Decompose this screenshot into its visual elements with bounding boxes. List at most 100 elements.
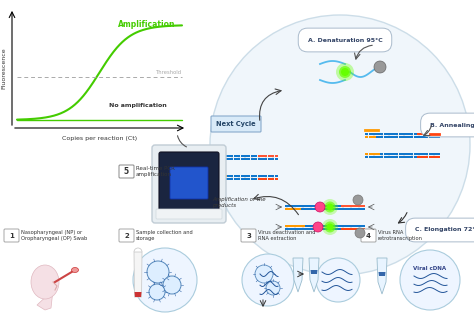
Bar [301,225,304,227]
Bar [230,158,233,160]
Bar [333,208,337,210]
Bar [384,136,387,138]
Bar [257,178,261,180]
Bar [333,228,337,230]
Bar [264,178,267,180]
Bar [257,175,261,177]
Bar [436,133,439,135]
Bar [388,136,391,138]
Text: Amplification: Amplification [118,20,175,29]
Bar [376,133,380,135]
Bar [418,156,421,158]
Bar [268,175,271,177]
Text: Amplification of the
products: Amplification of the products [212,197,265,208]
Bar [217,155,220,157]
Bar [365,136,368,138]
Bar [257,155,261,157]
Bar [353,228,356,230]
Ellipse shape [31,265,59,299]
Polygon shape [134,252,142,297]
Text: Virus deactivation and
RNA extraction: Virus deactivation and RNA extraction [258,230,316,241]
Bar [268,158,271,160]
Bar [349,228,353,230]
Bar [321,228,325,230]
Bar [402,133,406,135]
Bar [414,133,417,135]
Bar [317,205,320,207]
Bar [357,225,361,227]
Bar [365,156,368,158]
Bar [271,155,274,157]
Bar [329,205,333,207]
Circle shape [149,284,165,300]
Bar [271,158,274,160]
Text: A. Denaturation 95°C: A. Denaturation 95°C [308,37,383,42]
Bar [220,175,223,177]
Bar [285,225,289,227]
Circle shape [210,15,470,275]
Bar [337,205,340,207]
Bar [388,133,391,135]
Bar [264,175,267,177]
Bar [329,228,333,230]
Bar [399,133,402,135]
Bar [406,136,410,138]
Bar [432,136,436,138]
Bar [261,155,264,157]
Bar [297,228,301,230]
Bar [297,205,301,207]
Bar [224,178,227,180]
Bar [274,158,278,160]
Bar [337,225,340,227]
Bar [305,208,309,210]
Bar [213,175,217,177]
Bar [254,155,257,157]
Circle shape [322,199,338,215]
Bar [429,136,432,138]
Bar [247,158,250,160]
Text: Sample collection and
storage: Sample collection and storage [136,230,193,241]
FancyBboxPatch shape [4,229,19,242]
Bar [406,156,410,158]
Bar [429,153,432,155]
Bar [309,208,312,210]
Bar [305,225,309,227]
Polygon shape [377,258,387,294]
Bar [341,225,345,227]
Bar [414,156,417,158]
Bar [406,133,410,135]
Bar [402,153,406,155]
Bar [384,156,387,158]
Polygon shape [210,155,238,225]
Bar [261,178,264,180]
Bar [429,133,432,135]
Bar [268,155,271,157]
Bar [418,133,421,135]
Bar [395,133,398,135]
Bar [436,153,439,155]
Bar [425,156,428,158]
Bar [399,156,402,158]
Bar [289,205,292,207]
Bar [224,158,227,160]
Bar [274,175,278,177]
Bar [373,136,376,138]
Text: Real-time PCR
amplification: Real-time PCR amplification [136,166,175,177]
FancyBboxPatch shape [152,145,226,223]
Bar [227,158,230,160]
Bar [349,208,353,210]
Text: 1: 1 [9,232,14,239]
Bar [432,153,436,155]
Bar [313,208,317,210]
Bar [234,175,237,177]
Circle shape [322,219,338,235]
Bar [345,228,348,230]
Bar [353,205,356,207]
Bar [247,175,250,177]
Bar [297,225,301,227]
Bar [268,178,271,180]
Bar [361,208,365,210]
Bar [313,205,317,207]
Bar [241,175,244,177]
Bar [210,175,213,177]
